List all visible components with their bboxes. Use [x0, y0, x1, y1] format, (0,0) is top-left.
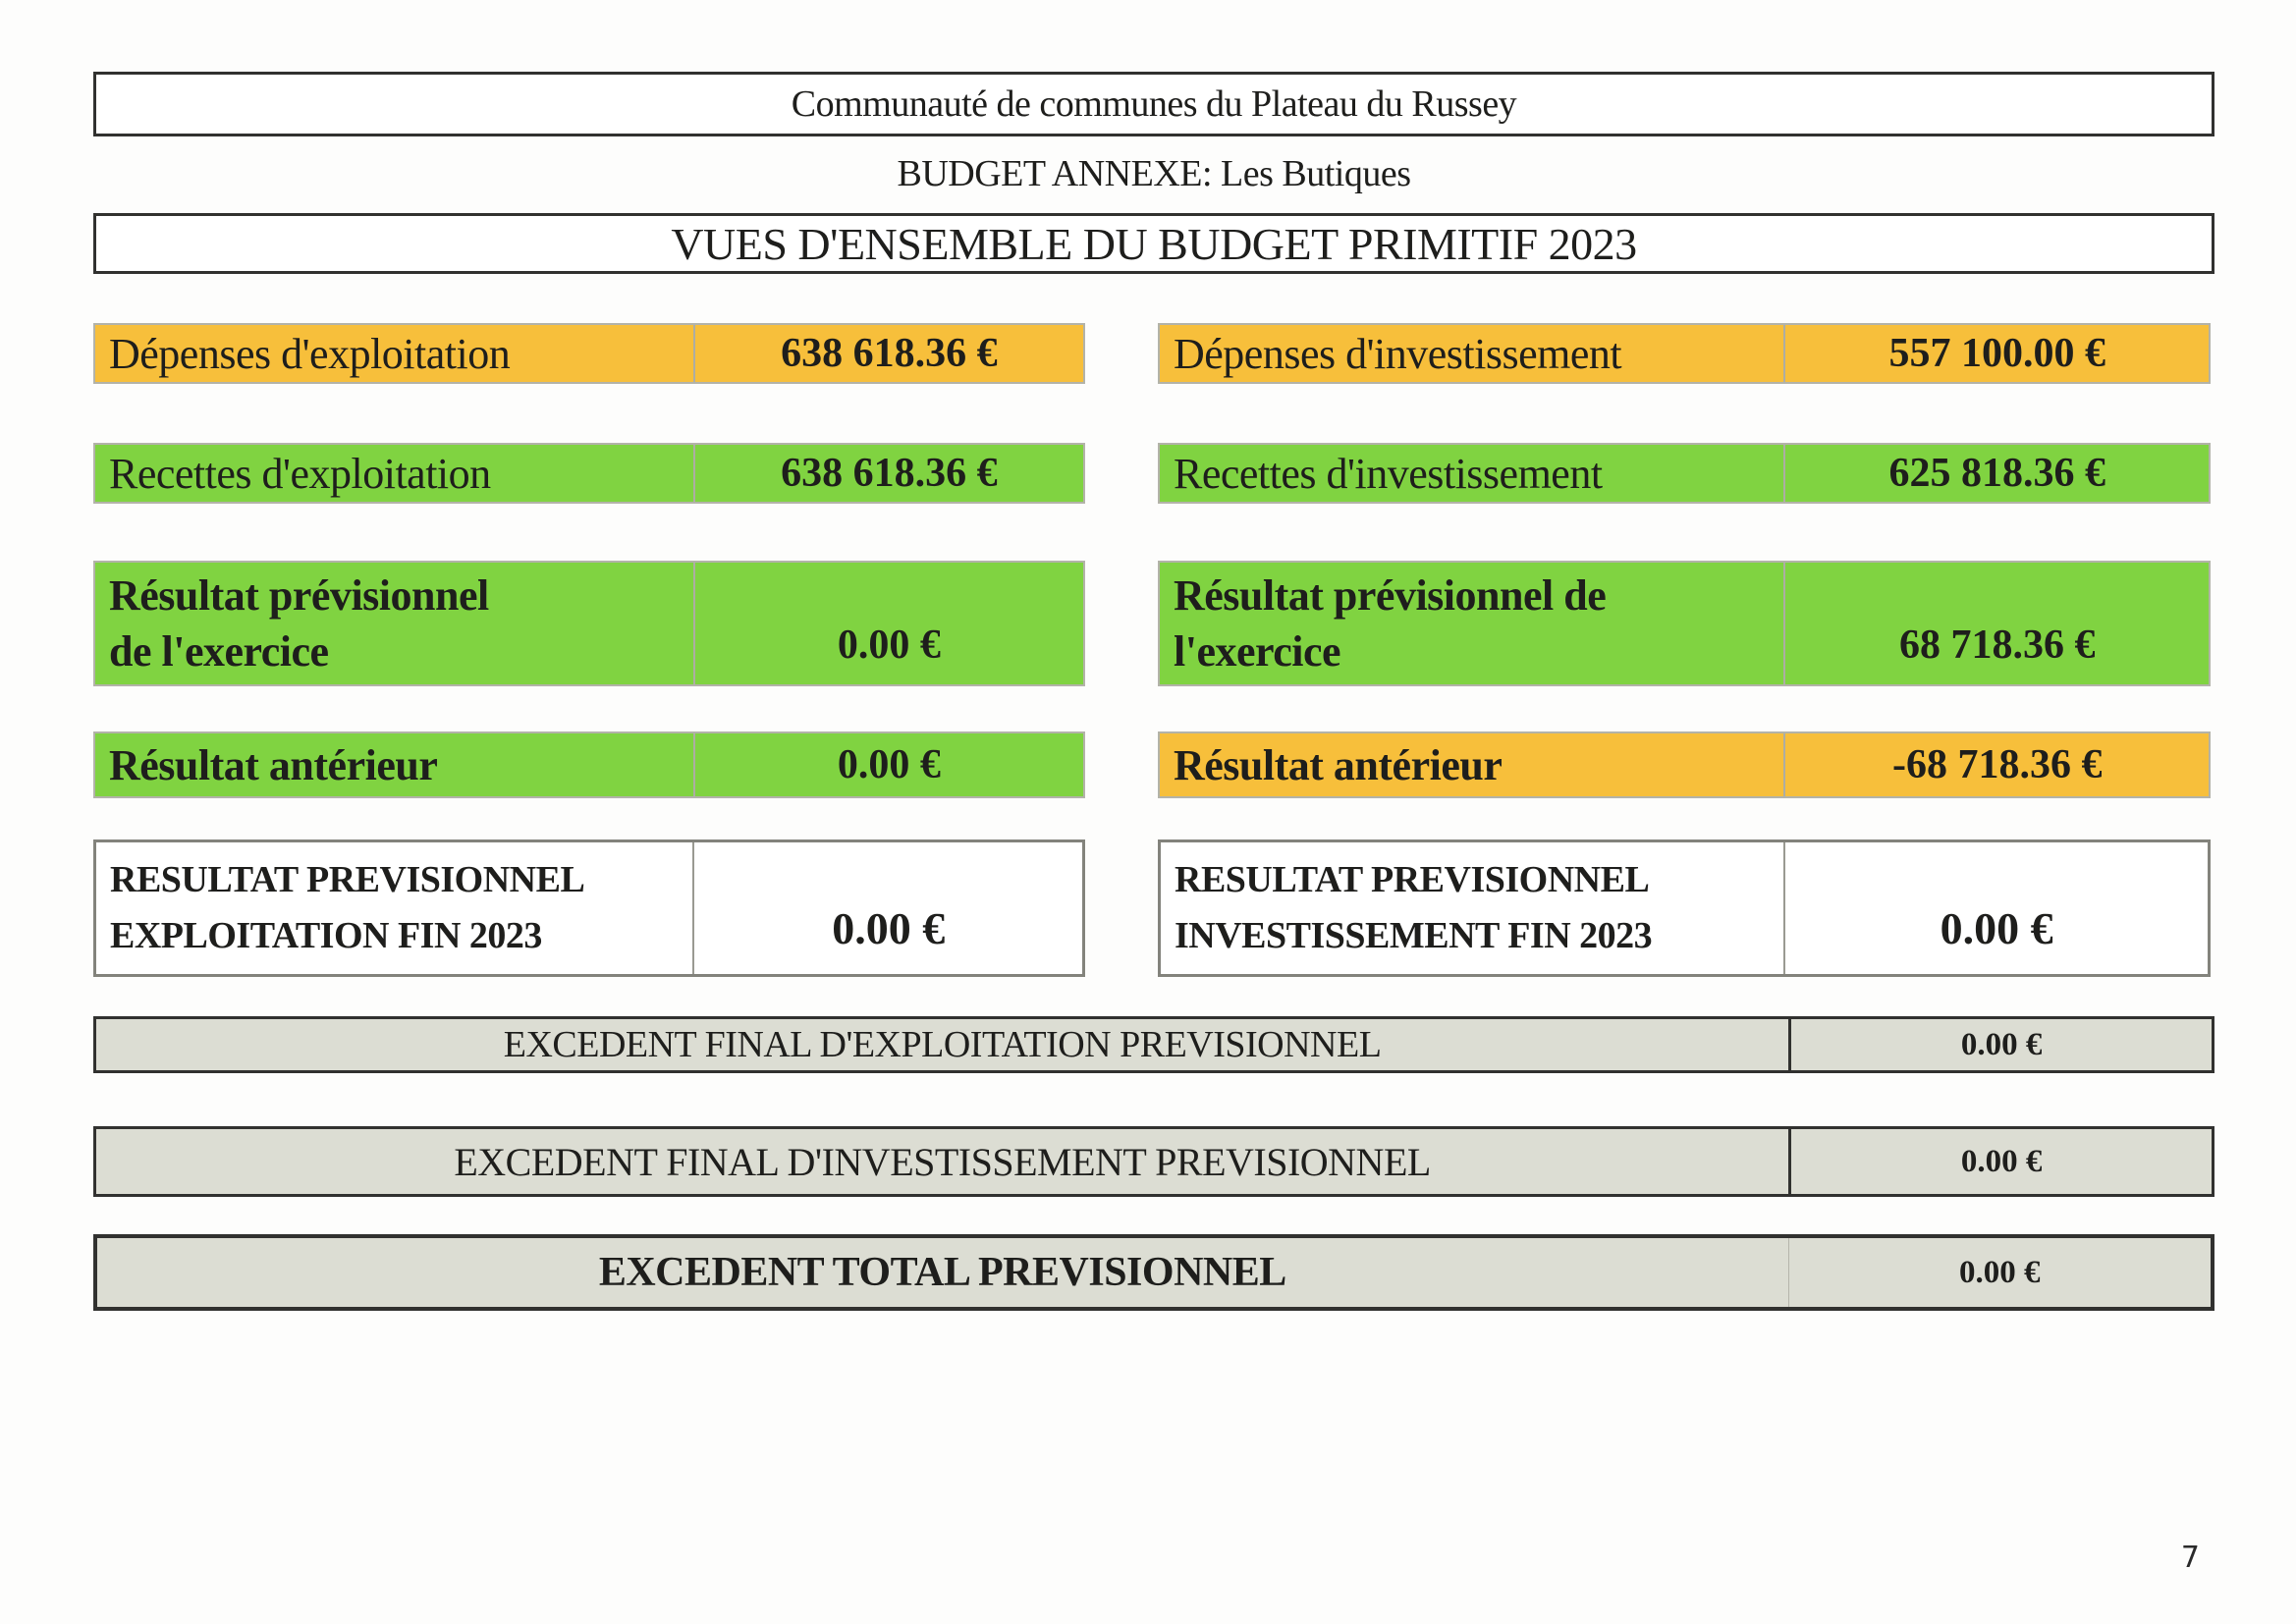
resultat-previsionnel-exploitation-row: Résultat prévisionnel de l'exercice 0.00…: [93, 561, 1085, 686]
depenses-exploitation-value: 638 618.36 €: [692, 325, 1083, 382]
resultat-fin-investissement-value: 0.00 €: [1783, 842, 2208, 974]
resultat-anterieur-exploitation-label: Résultat antérieur: [109, 740, 438, 789]
budget-columns: Dépenses d'exploitation 638 618.36 € Rec…: [93, 323, 2214, 977]
investissement-column: Dépenses d'investissement 557 100.00 € R…: [1158, 323, 2211, 977]
resultat-anterieur-exploitation-row: Résultat antérieur 0.00 €: [93, 731, 1085, 798]
main-title: VUES D'ENSEMBLE DU BUDGET PRIMITIF 2023: [671, 218, 1637, 269]
depenses-exploitation-label: Dépenses d'exploitation: [109, 329, 511, 378]
recettes-investissement-row: Recettes d'investissement 625 818.36 €: [1158, 443, 2211, 504]
excedent-investissement-row: EXCEDENT FINAL D'INVESTISSEMENT PREVISIO…: [93, 1126, 2214, 1197]
resultat-fin-exploitation-value: 0.00 €: [692, 842, 1082, 974]
resultat-previsionnel-exploitation-label: Résultat prévisionnel de l'exercice: [109, 570, 489, 676]
resultat-anterieur-investissement-value: -68 718.36 €: [1783, 733, 2209, 796]
recettes-investissement-value: 625 818.36 €: [1783, 445, 2209, 502]
recettes-investissement-label: Recettes d'investissement: [1174, 449, 1603, 498]
depenses-investissement-label: Dépenses d'investissement: [1174, 329, 1622, 378]
recettes-exploitation-value: 638 618.36 €: [692, 445, 1083, 502]
main-title-box: VUES D'ENSEMBLE DU BUDGET PRIMITIF 2023: [93, 213, 2214, 274]
depenses-investissement-value: 557 100.00 €: [1783, 325, 2209, 382]
resultat-previsionnel-exploitation-value: 0.00 €: [692, 563, 1083, 684]
org-title-box: Communauté de communes du Plateau du Rus…: [93, 72, 2214, 136]
recettes-exploitation-row: Recettes d'exploitation 638 618.36 €: [93, 443, 1085, 504]
recettes-exploitation-label: Recettes d'exploitation: [109, 449, 491, 498]
depenses-exploitation-row: Dépenses d'exploitation 638 618.36 €: [93, 323, 1085, 384]
page-content: Communauté de communes du Plateau du Rus…: [93, 72, 2214, 1311]
resultat-fin-investissement-row: RESULTAT PREVISIONNEL INVESTISSEMENT FIN…: [1158, 839, 2211, 977]
excedent-exploitation-label: EXCEDENT FINAL D'EXPLOITATION PREVISIONN…: [503, 1024, 1382, 1065]
excedent-total-value: 0.00 €: [1787, 1238, 2211, 1307]
excedent-investissement-label: EXCEDENT FINAL D'INVESTISSEMENT PREVISIO…: [454, 1139, 1431, 1184]
excedent-exploitation-value: 0.00 €: [1788, 1019, 2212, 1070]
excedent-total-label: EXCEDENT TOTAL PREVISIONNEL: [598, 1250, 1286, 1295]
resultat-fin-exploitation-row: RESULTAT PREVISIONNEL EXPLOITATION FIN 2…: [93, 839, 1085, 977]
excedent-exploitation-row: EXCEDENT FINAL D'EXPLOITATION PREVISIONN…: [93, 1016, 2214, 1073]
org-title: Communauté de communes du Plateau du Rus…: [791, 83, 1517, 125]
exploitation-column: Dépenses d'exploitation 638 618.36 € Rec…: [93, 323, 1085, 977]
resultat-previsionnel-investissement-label: Résultat prévisionnel de l'exercice: [1174, 570, 1607, 676]
resultat-previsionnel-investissement-row: Résultat prévisionnel de l'exercice 68 7…: [1158, 561, 2211, 686]
resultat-anterieur-investissement-row: Résultat antérieur -68 718.36 €: [1158, 731, 2211, 798]
resultat-previsionnel-investissement-value: 68 718.36 €: [1783, 563, 2209, 684]
resultat-fin-exploitation-label: RESULTAT PREVISIONNEL EXPLOITATION FIN 2…: [110, 859, 585, 956]
resultat-anterieur-investissement-label: Résultat antérieur: [1174, 740, 1503, 789]
depenses-investissement-row: Dépenses d'investissement 557 100.00 €: [1158, 323, 2211, 384]
budget-annexe-subtitle: BUDGET ANNEXE: Les Butiques: [897, 153, 1411, 194]
page-number: 7: [2180, 1541, 2200, 1575]
resultat-fin-investissement-label: RESULTAT PREVISIONNEL INVESTISSEMENT FIN…: [1175, 859, 1653, 956]
excedent-total-row: EXCEDENT TOTAL PREVISIONNEL 0.00 €: [93, 1234, 2214, 1311]
excedent-investissement-value: 0.00 €: [1788, 1129, 2212, 1194]
resultat-anterieur-exploitation-value: 0.00 €: [692, 733, 1083, 796]
